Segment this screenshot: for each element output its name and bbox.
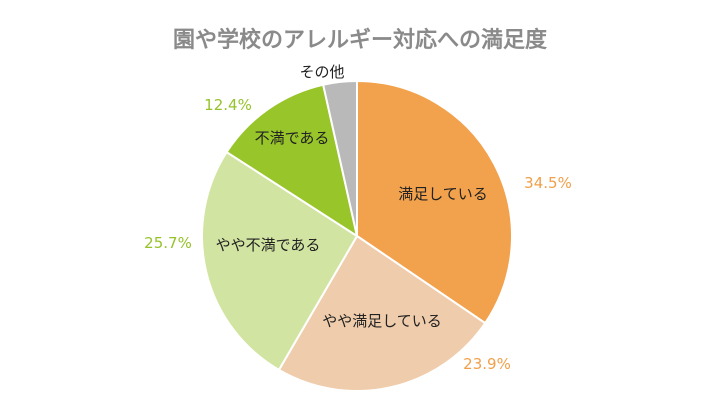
chart-title: 園や学校のアレルギー対応への満足度 [173,27,548,53]
slice-percent-somewhat-satisfied: 23.9% [463,355,511,373]
slice-label-somewhat-dissatisfied: やや不満である [216,236,321,254]
slice-percent-satisfied: 34.5% [524,174,572,192]
pie-slice-somewhat-satisfied [277,234,487,392]
slice-label-satisfied: 満足している [398,185,488,203]
slice-label-somewhat-satisfied: やや満足している [322,312,442,330]
pie-slices [201,79,513,392]
slice-percent-somewhat-dissatisfied: 25.7% [144,234,192,252]
pie-slice-satisfied [356,79,513,325]
slice-label-dissatisfied: 不満である [255,129,330,147]
slice-percent-dissatisfied: 12.4% [204,96,252,114]
pie-slice-somewhat-dissatisfied [201,150,359,372]
pie-labels: 満足している 34.5% やや満足している 23.9% やや不満である 25.7% 不満であ… [144,63,572,373]
slice-label-other: その他 [299,63,344,81]
pie-slice-dissatisfied [225,83,359,239]
pie-slice-other [321,79,358,237]
